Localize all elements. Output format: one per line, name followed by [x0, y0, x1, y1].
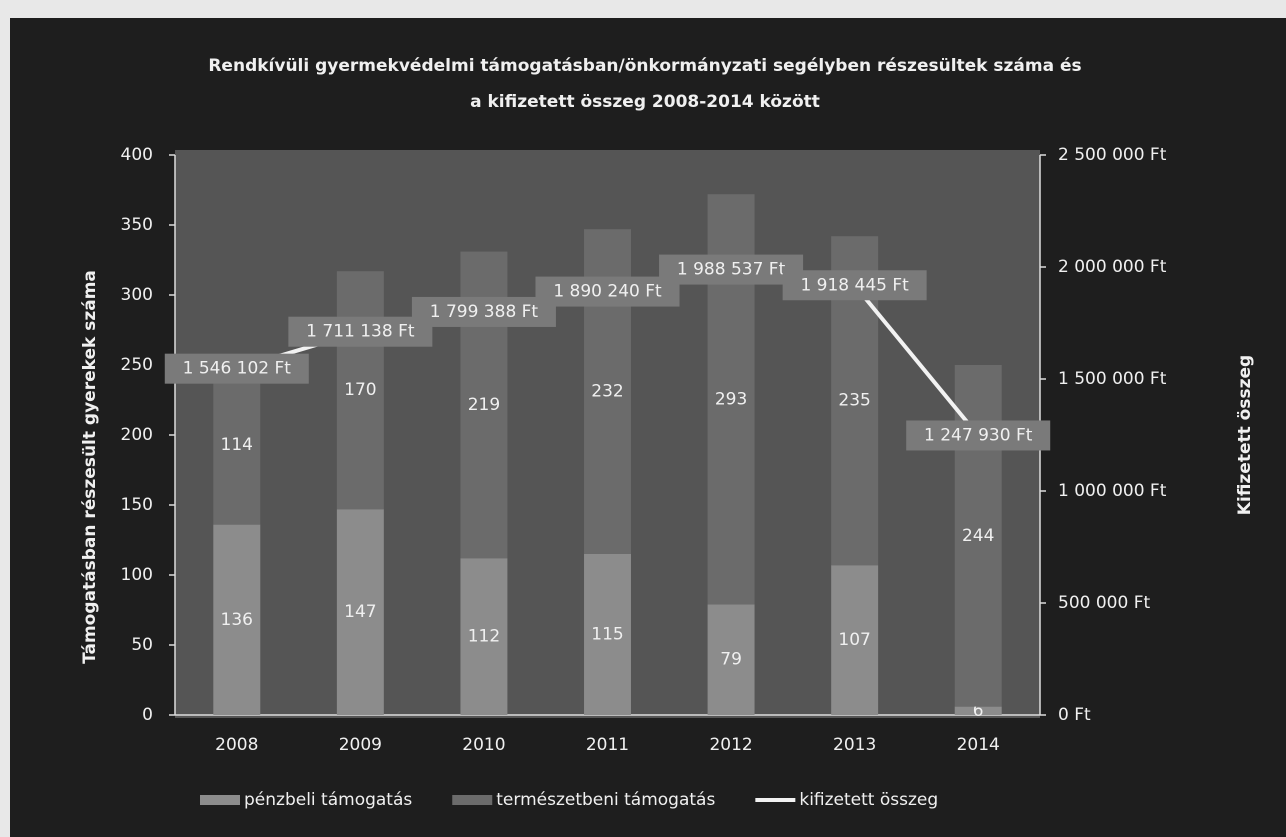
- data-label: 115: [591, 625, 623, 645]
- y-tick-label: 50: [131, 635, 153, 655]
- data-label: 79: [720, 650, 742, 670]
- data-label: 1 988 537 Ft: [677, 260, 786, 280]
- legend-label: kifizetett összeg: [799, 790, 938, 810]
- data-label-box: [535, 276, 680, 307]
- y-tick-label: 200: [121, 425, 153, 445]
- bar-segment: [336, 509, 384, 715]
- data-label: 1 890 240 Ft: [553, 282, 662, 302]
- data-label-box: [411, 296, 556, 327]
- y-tick-label: 100: [121, 565, 153, 585]
- y-tick-label: 300: [121, 285, 153, 305]
- x-tick-label: 2011: [586, 735, 629, 755]
- data-label-box: [782, 270, 927, 301]
- data-label: 219: [468, 395, 500, 415]
- x-tick-label: 2009: [339, 735, 382, 755]
- x-tick-label: 2008: [215, 735, 258, 755]
- data-label: 1 546 102 Ft: [183, 359, 292, 379]
- bar-segment: [707, 604, 755, 715]
- bar-segment: [831, 565, 879, 715]
- data-label: 1 918 445 Ft: [800, 275, 909, 295]
- y2-tick-label: 1 500 000 Ft: [1058, 369, 1167, 389]
- y2-tick-label: 500 000 Ft: [1058, 593, 1150, 613]
- data-label: 293: [715, 389, 747, 409]
- y-tick-label: 150: [121, 495, 153, 515]
- bar-segment: [954, 706, 1002, 715]
- bar-segment: [336, 271, 384, 510]
- legend-label: pénzbeli támogatás: [244, 790, 412, 810]
- y2-axis-title: Kifizetett összeg: [1235, 355, 1255, 515]
- y-axis-title: Támogatásban részesült gyerekek száma: [80, 270, 100, 664]
- x-tick-label: 2010: [462, 735, 505, 755]
- data-label: 112: [468, 627, 500, 647]
- y2-tick-label: 2 000 000 Ft: [1058, 257, 1167, 277]
- data-label: 232: [591, 382, 623, 402]
- x-tick-label: 2014: [957, 735, 1000, 755]
- data-label: 1 799 388 Ft: [430, 302, 539, 322]
- x-tick-label: 2013: [833, 735, 876, 755]
- legend-swatch: [200, 795, 240, 805]
- y-tick-label: 350: [121, 215, 153, 235]
- y-tick-label: 400: [121, 145, 153, 165]
- legend-label: természetbeni támogatás: [496, 790, 715, 810]
- x-tick-label: 2012: [709, 735, 752, 755]
- data-label-box: [164, 353, 309, 384]
- data-label-box: [288, 316, 433, 347]
- data-label: 107: [838, 630, 870, 650]
- y2-tick-label: 2 500 000 Ft: [1058, 145, 1167, 165]
- data-label: 136: [221, 610, 253, 630]
- data-label-box: [906, 420, 1051, 451]
- data-label-box: [659, 254, 804, 285]
- data-label: 1 711 138 Ft: [306, 322, 415, 342]
- y2-tick-label: 0 Ft: [1058, 705, 1091, 725]
- bar-segment: [213, 365, 261, 525]
- bar-segment: [460, 558, 508, 715]
- y2-tick-label: 1 000 000 Ft: [1058, 481, 1167, 501]
- legend-swatch: [452, 795, 493, 805]
- y-tick-label: 0: [142, 705, 153, 725]
- chart-title: Rendkívüli gyermekvédelmi támogatásban/ö…: [208, 56, 1081, 112]
- data-label: 6: [973, 701, 984, 721]
- data-label: 1 247 930 Ft: [924, 425, 1033, 445]
- bar-segment: [213, 524, 261, 715]
- bar-segment: [584, 554, 631, 715]
- data-label: 170: [344, 380, 376, 400]
- data-label: 147: [344, 602, 376, 622]
- data-label: 114: [221, 435, 253, 455]
- y-tick-label: 250: [121, 355, 153, 375]
- data-label: 235: [838, 391, 870, 411]
- data-label: 244: [962, 526, 994, 546]
